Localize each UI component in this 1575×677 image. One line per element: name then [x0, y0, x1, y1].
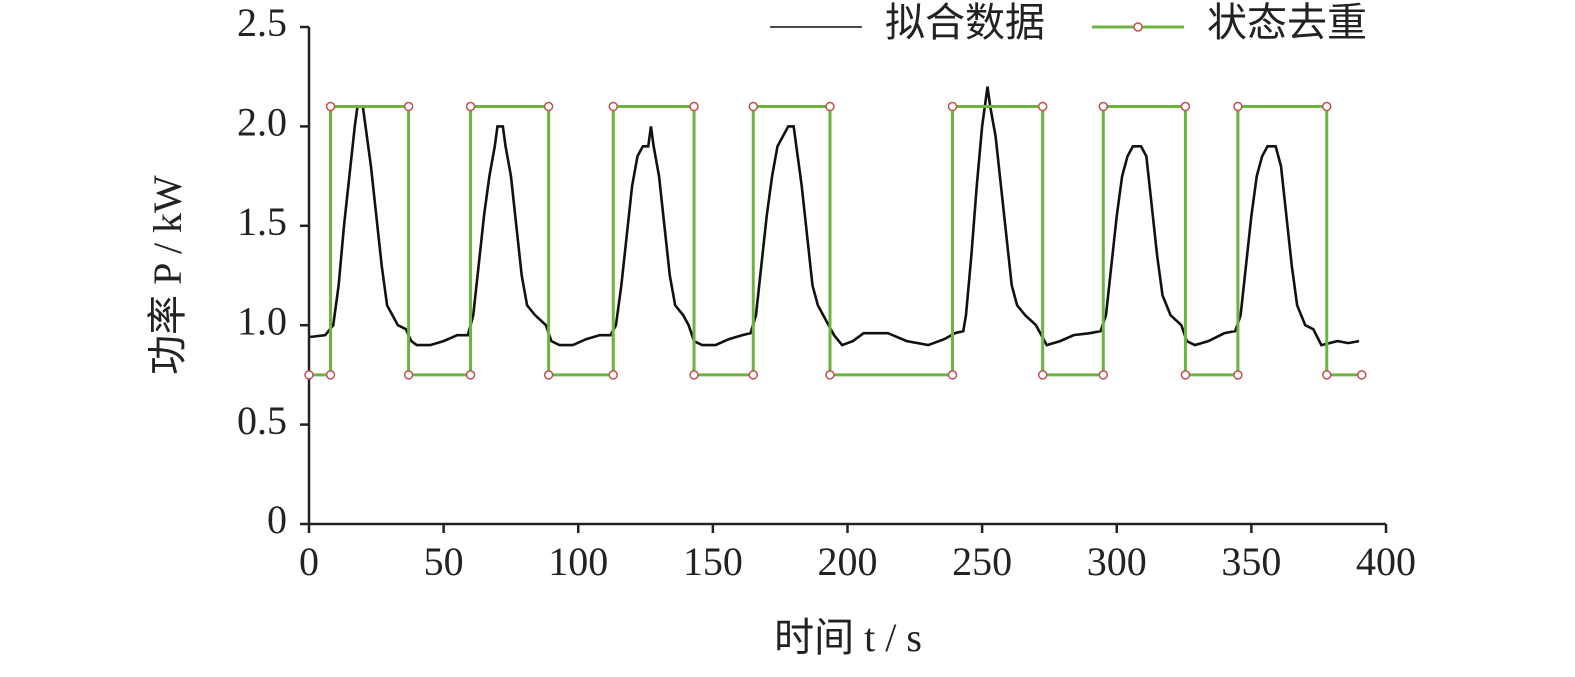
legend-label: 拟合数据 — [885, 0, 1045, 45]
data-point — [947, 370, 958, 380]
y-tick-label: 0.5 — [237, 398, 287, 443]
data-line — [308, 86, 1360, 347]
x-tick-label: 0 — [299, 539, 319, 584]
x-tick-label: 250 — [952, 539, 1012, 584]
data-point — [608, 370, 619, 380]
y-tick-label: 2.5 — [237, 0, 287, 45]
data-point — [465, 370, 476, 380]
data-point — [1098, 101, 1109, 112]
data-point — [403, 101, 414, 112]
data-point — [748, 370, 759, 380]
data-point — [947, 101, 958, 112]
x-tick-label: 50 — [424, 539, 464, 584]
data-point — [1037, 101, 1048, 112]
x-axis-label: 时间 t / s — [774, 615, 922, 660]
data-point — [465, 101, 476, 112]
data-point — [1322, 101, 1332, 112]
x-tick-label: 100 — [548, 539, 608, 584]
data-point — [825, 101, 835, 112]
data-point — [1357, 370, 1367, 380]
y-axis-label: 功率 P / kW — [145, 175, 190, 375]
data-point — [1180, 101, 1191, 112]
x-tick-label: 400 — [1356, 539, 1416, 584]
y-tick-label: 1.0 — [237, 298, 287, 343]
data-point — [1180, 370, 1191, 380]
legend-label: 状态去重 — [1207, 0, 1367, 45]
data-point — [748, 101, 759, 112]
data-point — [1098, 370, 1109, 380]
data-point — [1233, 370, 1243, 380]
data-point — [689, 370, 699, 380]
x-tick-label: 300 — [1087, 539, 1147, 584]
x-tick-label: 150 — [683, 539, 743, 584]
data-point — [325, 370, 336, 380]
data-point — [543, 370, 554, 380]
data-line — [309, 105, 1362, 377]
data-point — [1037, 370, 1048, 380]
data-point — [304, 370, 314, 380]
legend-marker — [1133, 22, 1143, 32]
data-point — [1233, 101, 1243, 112]
data-point — [403, 370, 414, 380]
y-tick-label: 0 — [267, 497, 287, 542]
y-tick-label: 2.0 — [237, 100, 287, 145]
y-tick-label: 1.5 — [237, 199, 287, 244]
x-tick-label: 200 — [818, 539, 878, 584]
data-point — [543, 101, 554, 112]
data-point — [825, 370, 835, 380]
data-point — [608, 101, 619, 112]
data-point — [325, 101, 336, 112]
x-tick-label: 350 — [1221, 539, 1281, 584]
data-point — [1322, 370, 1332, 380]
data-point — [689, 101, 699, 112]
